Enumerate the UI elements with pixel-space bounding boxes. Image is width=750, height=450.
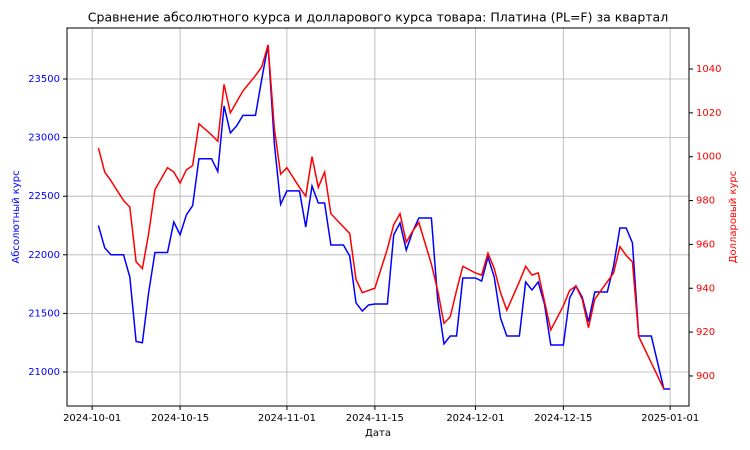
y2-tick-label: 960: [696, 239, 715, 250]
y2-tick-label: 900: [696, 371, 715, 382]
y-tick-label: 23000: [28, 133, 60, 144]
chart-title: Сравнение абсолютного курса и долларовог…: [88, 10, 668, 25]
plot-frame: [66, 27, 690, 407]
y2-axis-label: Долларовый курс: [728, 171, 739, 264]
y2-tick-label: 1000: [696, 152, 721, 163]
series-line: [97, 44, 665, 390]
y-axis-label: Абсолютный курс: [11, 170, 22, 263]
x-tick-label: 2024-12-01: [446, 413, 504, 424]
y2-tick-label: 920: [696, 327, 715, 338]
x-tick-label: 2024-10-15: [151, 413, 209, 424]
y2-tick-label: 940: [696, 283, 715, 294]
x-tick-label: 2025-01-01: [641, 413, 699, 424]
series-line: [97, 44, 671, 390]
x-axis-label: Дата: [365, 428, 391, 439]
y2-tick-label: 1040: [696, 64, 721, 75]
y2-tick-label: 1020: [696, 108, 721, 119]
x-tick-label: 2024-11-01: [258, 413, 316, 424]
y-tick-label: 21500: [28, 308, 60, 319]
x-tick-label: 2024-11-15: [346, 413, 404, 424]
y2-tick-label: 980: [696, 196, 715, 207]
x-tick-label: 2024-12-15: [534, 413, 592, 424]
y-tick-label: 21000: [28, 367, 60, 378]
y-tick-label: 23500: [28, 74, 60, 85]
y-tick-label: 22000: [28, 250, 60, 261]
y-tick-label: 22500: [28, 191, 60, 202]
x-tick-label: 2024-10-01: [63, 413, 121, 424]
